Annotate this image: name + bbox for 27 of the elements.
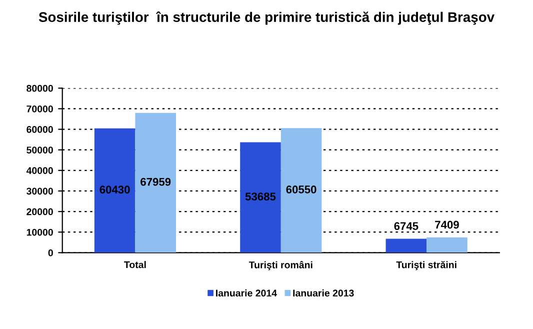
data-label: 67959 [140,178,171,186]
data-label: 6745 [394,222,418,230]
data-label: 60550 [286,186,316,194]
chart-title: Sosirile turiştilor în structurile de primire turistică din judeţul Braşov [38,12,495,25]
y-tick-label: 70000 [26,105,53,112]
bar [386,238,427,253]
y-tick-label: 40000 [26,167,53,174]
y-tick-label: 20000 [26,208,53,216]
data-label: 60430 [100,186,130,194]
x-tick-label: Total [124,261,146,268]
bar [240,142,281,253]
legend-label: Ianuarie 2013 [293,289,354,297]
y-tick-label: 80000 [26,84,53,92]
data-label: 53685 [245,192,276,200]
y-tick-label: 10000 [26,228,53,236]
bar [135,112,176,253]
data-label: 7409 [435,220,459,229]
legend-label: Ianuarie 2014 [216,289,277,297]
bar [280,128,322,253]
y-tick-label: 0 [48,249,53,256]
y-tick-label: 60000 [26,126,53,133]
y-tick-label: 50000 [26,146,53,154]
bar [426,237,468,253]
x-tick-label: Turişti străini [396,261,456,270]
bar [94,128,136,253]
x-tick-label: Turişti români [248,261,312,270]
y-tick-label: 30000 [26,188,53,195]
